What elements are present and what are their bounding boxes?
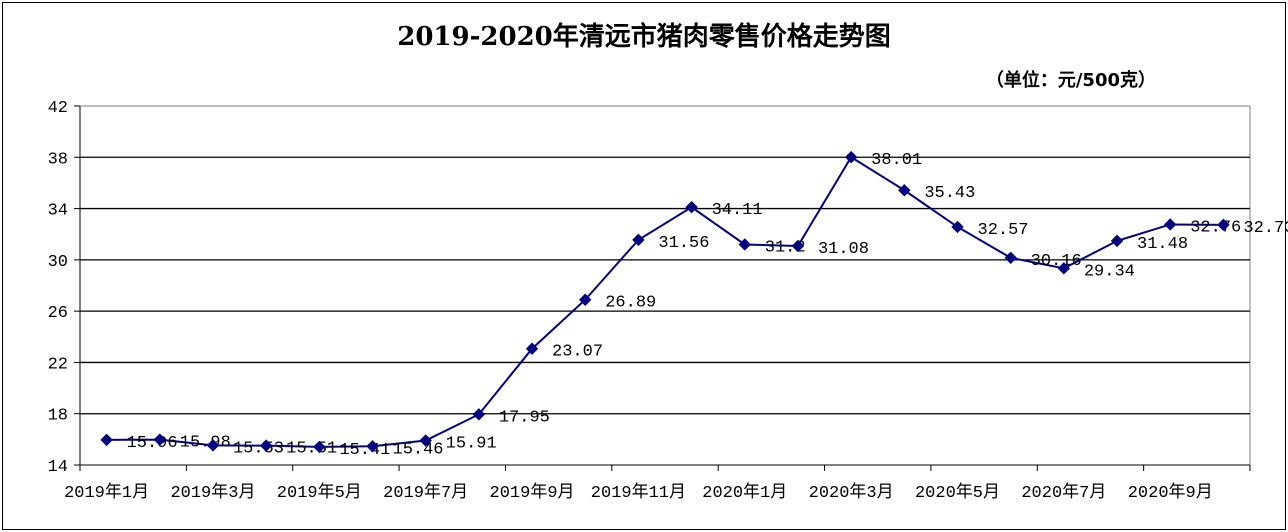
data-label: 15.41 [339, 441, 390, 460]
data-point [844, 150, 858, 164]
data-point [898, 184, 911, 197]
data-point [1004, 251, 1017, 265]
unit-label: （单位：元/500克） [985, 70, 1156, 91]
data-point [1217, 218, 1230, 232]
data-point [313, 440, 326, 454]
data-label: 34.11 [712, 201, 763, 220]
data-label: 15.96 [127, 434, 178, 453]
x-tick-label: 2019年5月 [277, 482, 362, 503]
data-point [1164, 218, 1177, 231]
data-point [632, 233, 645, 247]
data-label: 15.91 [446, 435, 497, 454]
x-tick-label: 2019年1月 [64, 482, 149, 503]
data-point [1110, 234, 1124, 248]
data-point [206, 439, 220, 452]
x-tick-label: 2020年1月 [702, 482, 787, 503]
data-label: 23.07 [552, 343, 603, 362]
data-label: 32.73 [1243, 219, 1288, 238]
data-label: 31.48 [1137, 235, 1188, 254]
data-label: 31.08 [818, 240, 869, 259]
chart-title: 2019-2020年清远市猪肉零售价格走势图 [397, 22, 891, 52]
x-tick-label: 2020年9月 [1128, 482, 1213, 503]
data-point [951, 220, 964, 234]
y-tick-label: 34 [48, 202, 68, 221]
data-label: 30.16 [1031, 252, 1082, 271]
data-label: 32.57 [978, 221, 1029, 240]
x-tick-label: 2020年5月 [915, 482, 1000, 503]
data-point [525, 342, 539, 355]
x-tick-label: 2020年7月 [1021, 482, 1106, 503]
x-tick-label: 2020年3月 [809, 482, 894, 503]
data-point [1057, 262, 1071, 275]
data-label: 26.89 [605, 294, 656, 313]
data-point [419, 434, 432, 447]
x-tick-label: 2019年11月 [591, 482, 686, 503]
data-point [366, 440, 379, 453]
data-label: 15.53 [233, 439, 284, 458]
x-tick-label: 2019年9月 [490, 482, 575, 503]
y-tick-label: 18 [48, 407, 68, 426]
data-label: 32.76 [1190, 218, 1241, 237]
y-tick-label: 26 [48, 304, 68, 323]
plot-area [79, 105, 1251, 466]
data-point [259, 439, 273, 452]
data-point [685, 200, 698, 214]
data-point [472, 408, 486, 421]
data-point [579, 293, 592, 306]
data-point [100, 433, 113, 447]
data-label: 35.43 [924, 184, 975, 203]
y-tick-label: 30 [48, 253, 68, 272]
y-tick-label: 22 [48, 355, 68, 374]
data-label: 38.01 [871, 151, 922, 170]
series-line [106, 155, 1224, 448]
data-label: 15.98 [180, 434, 231, 453]
y-tick-label: 38 [48, 150, 68, 169]
data-label: 15.51 [286, 440, 337, 459]
data-label: 17.95 [499, 408, 550, 427]
x-tick-label: 2019年3月 [170, 482, 255, 503]
y-tick-label: 42 [48, 99, 68, 118]
data-point [791, 239, 805, 253]
data-label: 29.34 [1084, 262, 1135, 281]
data-point [738, 238, 751, 251]
y-tick-label: 14 [48, 458, 68, 477]
data-label: 15.46 [393, 440, 444, 459]
data-point [153, 433, 166, 446]
x-tick-label: 2019年7月 [383, 482, 468, 503]
data-label: 31.56 [658, 234, 709, 253]
